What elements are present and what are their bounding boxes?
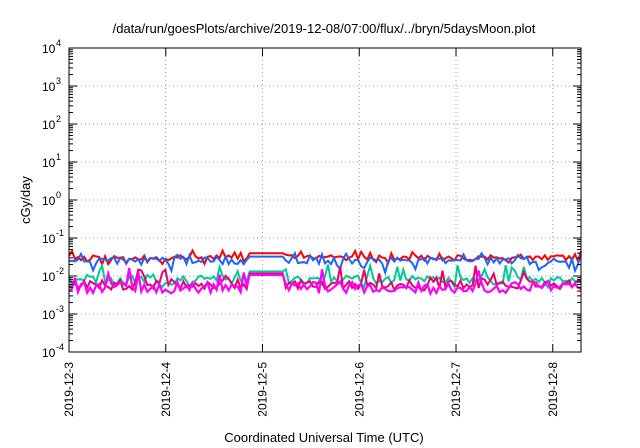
y-axis-label: cGy/day [18,176,33,224]
y-tick-exponent: 4 [56,38,61,48]
y-tick-exponent: 0 [56,190,61,200]
y-tick-exponent: -3 [56,304,64,314]
y-tick-exponent: 3 [56,76,61,86]
y-tick-base: 10 [42,80,56,94]
x-tick-label: 2019-12-4 [159,362,173,417]
y-tick-exponent: -2 [56,266,64,276]
series-line [68,250,582,277]
y-tick-label: 10 3 [42,76,61,94]
x-axis-label: Coordinated Universal Time (UTC) [224,430,423,445]
y-tick-label: 10 -2 [42,266,64,284]
grid [69,48,581,352]
x-tick-labels: 2019-12-3 2019-12-4 2019-12-5 2019-12-6 2019… [62,362,560,417]
y-tick-base: 10 [42,194,56,208]
series-group [68,248,582,297]
x-tick-label: 2019-12-7 [449,362,463,417]
y-tick-exponent: 2 [56,114,61,124]
y-tick-label: 10 -4 [42,342,64,360]
y-tick-exponent: -1 [56,228,64,238]
y-tick-base: 10 [42,346,56,360]
y-tick-base: 10 [42,156,56,170]
y-tick-label: 10 0 [42,190,61,208]
y-tick-label: 10 4 [42,38,61,56]
y-tick-label: 10 1 [42,152,61,170]
y-tick-label: 10 2 [42,114,61,132]
y-tick-label: 10 -1 [42,228,64,246]
chart-title: /data/run/goesPlots/archive/2019-12-08/0… [113,21,536,36]
y-tick-base: 10 [42,232,56,246]
ticks [68,47,581,353]
y-tick-exponent: -4 [56,342,64,352]
x-tick-label: 2019-12-6 [352,362,366,417]
y-tick-base: 10 [42,118,56,132]
y-tick-base: 10 [42,270,56,284]
y-tick-base: 10 [42,42,56,56]
y-tick-label: 10 -3 [42,304,64,322]
x-tick-label: 2019-12-3 [62,362,76,417]
y-tick-exponent: 1 [56,152,61,162]
series-line [68,267,582,297]
y-tick-base: 10 [42,308,56,322]
x-tick-label: 2019-12-8 [546,362,560,417]
x-tick-label: 2019-12-5 [256,362,270,417]
